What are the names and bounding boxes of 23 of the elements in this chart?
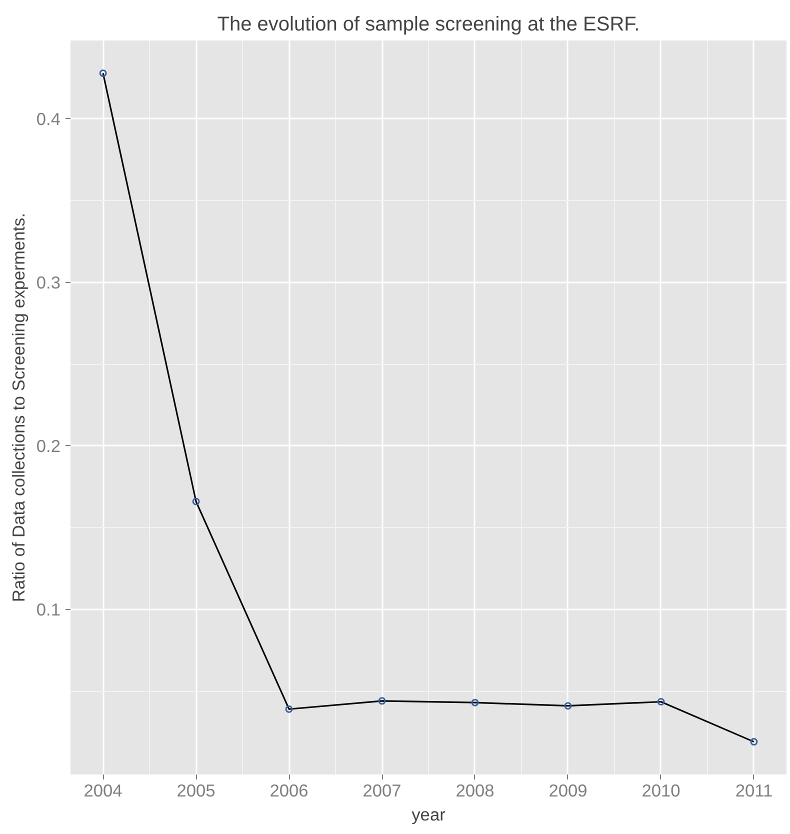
x-axis-title: year [412,804,446,824]
x-tick-label: 2004 [84,780,123,800]
point [99,69,107,77]
x-tick-label: 2006 [270,780,308,800]
x-tick-label: 2011 [735,780,773,800]
x-tick-label: 2008 [456,780,494,800]
point [285,705,293,713]
y-tick-label: 0.1 [36,599,61,620]
point [192,498,200,506]
chart-title: The evolution of sample screening at the ESRF. [217,14,640,36]
point [564,702,572,710]
y-tick-label: 0.4 [36,108,61,129]
x-tick-label: 2007 [362,780,402,800]
y-axis-title: Ratio of Data collections to Screening experments. [8,212,28,602]
x-tick-label: 2009 [548,780,588,800]
point [657,698,665,706]
point [378,697,386,705]
x-tick-label: 2005 [176,780,216,800]
y-tick-label: 0.3 [36,272,61,292]
y-tick-label: 0.2 [36,436,61,456]
x-tick-label: 2010 [642,780,680,800]
point [750,738,758,746]
point [471,698,479,706]
